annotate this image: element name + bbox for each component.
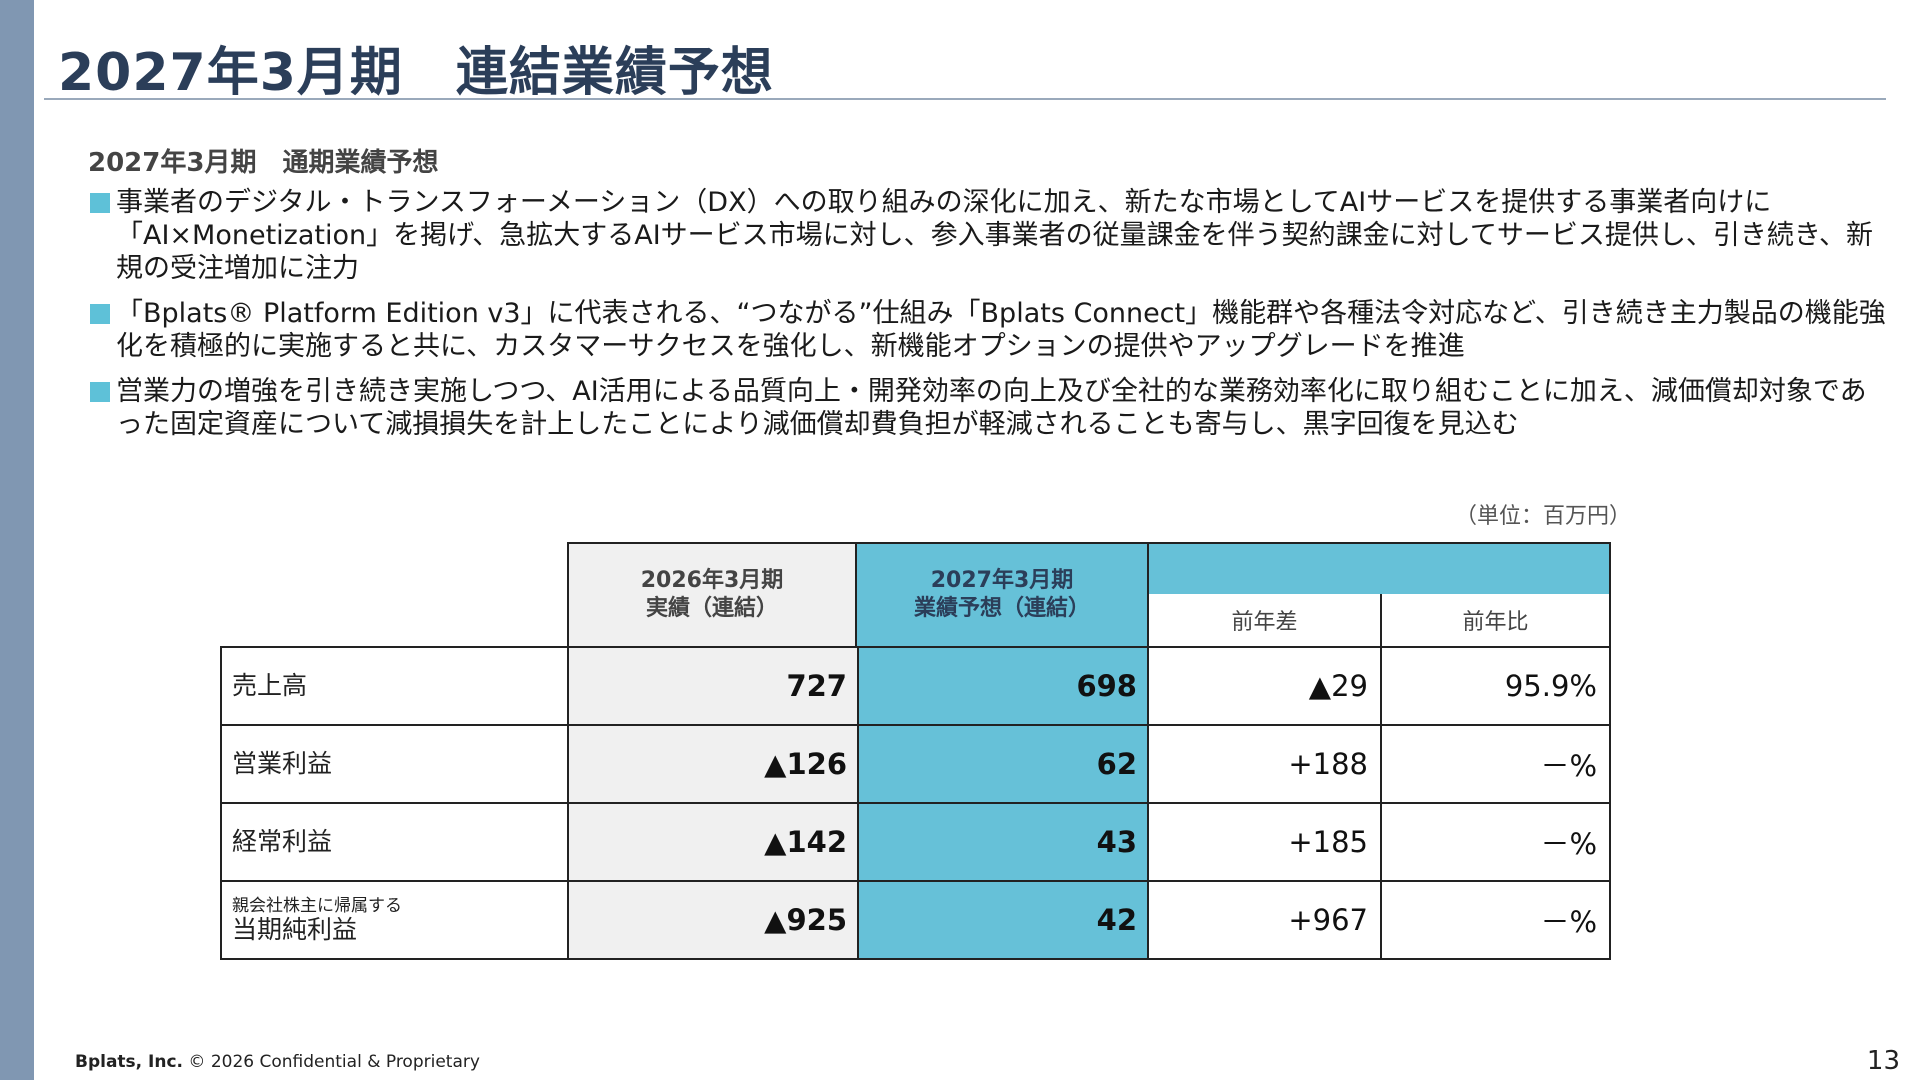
- header-diff: 前年差: [1147, 594, 1380, 646]
- cell-forecast: 43: [857, 802, 1147, 880]
- footer-text: © 2026 Confidential & Proprietary: [183, 1052, 480, 1072]
- cell-prev: ▲126: [567, 724, 857, 802]
- row-label-text: 当期純利益: [232, 915, 358, 944]
- row-label: 親会社株主に帰属する 当期純利益: [220, 880, 567, 960]
- bullet-list: 事業者のデジタル・トランスフォーメーション（DX）への取り組みの深化に加え、新た…: [88, 186, 1888, 453]
- cell-diff: +188: [1147, 724, 1380, 802]
- cell-forecast: 42: [857, 880, 1147, 960]
- footer-company: Bplats, Inc.: [75, 1052, 184, 1072]
- header-fc-line2: 業績予想（連結）: [913, 596, 1090, 621]
- row-label: 営業利益: [220, 724, 567, 802]
- bullet-item: 営業力の増強を引き続き実施しつつ、AI活用による品質向上・開発効率の向上及び全社…: [88, 375, 1888, 441]
- header-ratio: 前年比: [1380, 594, 1611, 646]
- cell-ratio: 95.9%: [1380, 646, 1611, 724]
- section-subtitle: 2027年3月期 通期業績予想: [88, 148, 439, 178]
- bullet-item: 事業者のデジタル・トランスフォーメーション（DX）への取り組みの深化に加え、新た…: [88, 186, 1888, 285]
- unit-note: （単位：百万円）: [1455, 504, 1632, 529]
- cell-diff: ▲29: [1147, 646, 1380, 724]
- bullet-text: 「Bplats® Platform Edition v3」に代表される、“つなが…: [116, 298, 1886, 362]
- bullet-item: 「Bplats® Platform Edition v3」に代表される、“つなが…: [88, 297, 1888, 363]
- bullet-text: 事業者のデジタル・トランスフォーメーション（DX）への取り組みの深化に加え、新た…: [116, 187, 1873, 284]
- cell-diff: +185: [1147, 802, 1380, 880]
- bullet-text: 営業力の増強を引き続き実施しつつ、AI活用による品質向上・開発効率の向上及び全社…: [116, 376, 1867, 440]
- cell-forecast: 698: [857, 646, 1147, 724]
- header-prev-line2: 実績（連結）: [645, 596, 778, 621]
- header-fc-line1: 2027年3月期: [930, 568, 1074, 593]
- cell-forecast: 62: [857, 724, 1147, 802]
- row-label-text: 売上高: [232, 671, 308, 700]
- title-divider: [44, 98, 1886, 100]
- header-prev-line1: 2026年3月期: [640, 568, 784, 593]
- row-label-text: 営業利益: [232, 749, 333, 778]
- header-forecast: 2027年3月期 業績予想（連結）: [857, 542, 1147, 646]
- left-accent-bar: [0, 0, 34, 1080]
- square-bullet-icon: [90, 193, 110, 213]
- cell-prev: 727: [567, 646, 857, 724]
- cell-ratio: －%: [1380, 880, 1611, 960]
- cell-ratio: －%: [1380, 802, 1611, 880]
- header-prev-year: 2026年3月期 実績（連結）: [567, 542, 857, 646]
- row-label: 経常利益: [220, 802, 567, 880]
- cell-prev: ▲925: [567, 880, 857, 960]
- header-comparison-band: [1147, 542, 1611, 596]
- row-label: 売上高: [220, 646, 567, 724]
- page-title: 2027年3月期 連結業績予想: [58, 43, 774, 103]
- row-label-prefix: 親会社株主に帰属する: [232, 896, 402, 916]
- page-number: 13: [1866, 1046, 1900, 1076]
- cell-ratio: －%: [1380, 724, 1611, 802]
- square-bullet-icon: [90, 382, 110, 402]
- square-bullet-icon: [90, 304, 110, 324]
- row-label-text: 経常利益: [232, 827, 333, 856]
- footer-copyright: Bplats, Inc. © 2026 Confidential & Propr…: [75, 1052, 480, 1072]
- cell-diff: +967: [1147, 880, 1380, 960]
- cell-prev: ▲142: [567, 802, 857, 880]
